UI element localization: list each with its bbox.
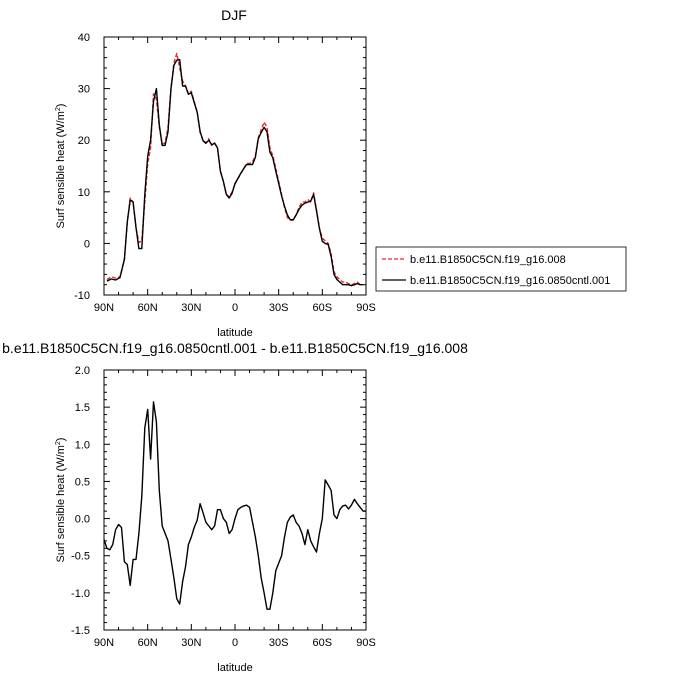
y-tick-label: 20	[78, 135, 90, 147]
x-tick-label: 30N	[181, 637, 201, 649]
x-tick-label: 60N	[138, 637, 158, 649]
chart-title: DJF	[221, 7, 247, 23]
series-line-1	[103, 401, 366, 610]
y-tick-label: -0.5	[71, 551, 90, 563]
x-tick-label: 90S	[356, 637, 376, 649]
y-tick-label: 1.0	[75, 439, 90, 451]
y-tick-label: 0.5	[75, 476, 90, 488]
x-axis-label: latitude	[217, 327, 252, 339]
chart-djf: DJF 90N 60N 30N 0 30S 60S 90S -10 0 10 20 30 40 lati…	[55, 7, 627, 339]
series-line-2	[106, 59, 364, 287]
x-tick-label: 0	[232, 637, 238, 649]
series-group	[106, 52, 364, 287]
y-tick-label: -1.0	[71, 588, 90, 600]
x-tick-label: 30S	[269, 302, 289, 314]
y-tick-label: -1.5	[71, 625, 90, 637]
y-tick-label: 30	[78, 84, 90, 96]
x-tick-label: 30S	[269, 637, 289, 649]
x-tick-label: 60S	[313, 302, 333, 314]
y-tick-label: 1.5	[75, 402, 90, 414]
x-tick-label: 30N	[181, 302, 201, 314]
y-tick-label: 2.0	[75, 365, 90, 377]
y-tick-label: 10	[78, 187, 90, 199]
legend-box	[375, 246, 627, 292]
y-tick-label: 0	[84, 238, 90, 250]
y-tick-label: 0.0	[75, 514, 90, 526]
x-axis-label: latitude	[217, 662, 252, 674]
y-axis-label: Surf sensible heat (W/m2)	[55, 104, 67, 229]
plot-frame	[103, 369, 367, 631]
chart-title: b.e11.B1850C5CN.f19_g16.0850cntl.001 - b…	[2, 340, 468, 356]
series-group	[103, 401, 366, 610]
plot-frame	[103, 36, 367, 296]
axis-ticks: 90N 60N 30N 0 30S 60S 90S -1.5 -1.0 -0.5 0.0 0.5 1.0…	[71, 365, 376, 649]
x-tick-label: 90S	[356, 302, 376, 314]
x-tick-label: 90N	[94, 637, 114, 649]
axis-ticks: 90N 60N 30N 0 30S 60S 90S -10 0 10 20 30 40	[74, 32, 376, 314]
y-tick-label: 40	[78, 32, 90, 44]
x-tick-label: 90N	[94, 302, 114, 314]
x-tick-label: 60N	[138, 302, 158, 314]
series-line-1	[106, 52, 364, 286]
legend-label-series-2: b.e11.B1850C5CN.f19_g16.0850cntl.001	[410, 275, 610, 287]
x-tick-label: 0	[232, 302, 238, 314]
x-tick-label: 60S	[313, 637, 333, 649]
chart-difference: b.e11.B1850C5CN.f19_g16.0850cntl.001 - b…	[2, 340, 468, 674]
legend-label-series-1: b.e11.B1850C5CN.f19_g16.008	[410, 254, 566, 266]
legend: b.e11.B1850C5CN.f19_g16.008 b.e11.B1850C…	[375, 246, 627, 292]
y-axis-label: Surf sensible heat (W/m2)	[55, 438, 67, 563]
y-tick-label: -10	[74, 290, 90, 302]
